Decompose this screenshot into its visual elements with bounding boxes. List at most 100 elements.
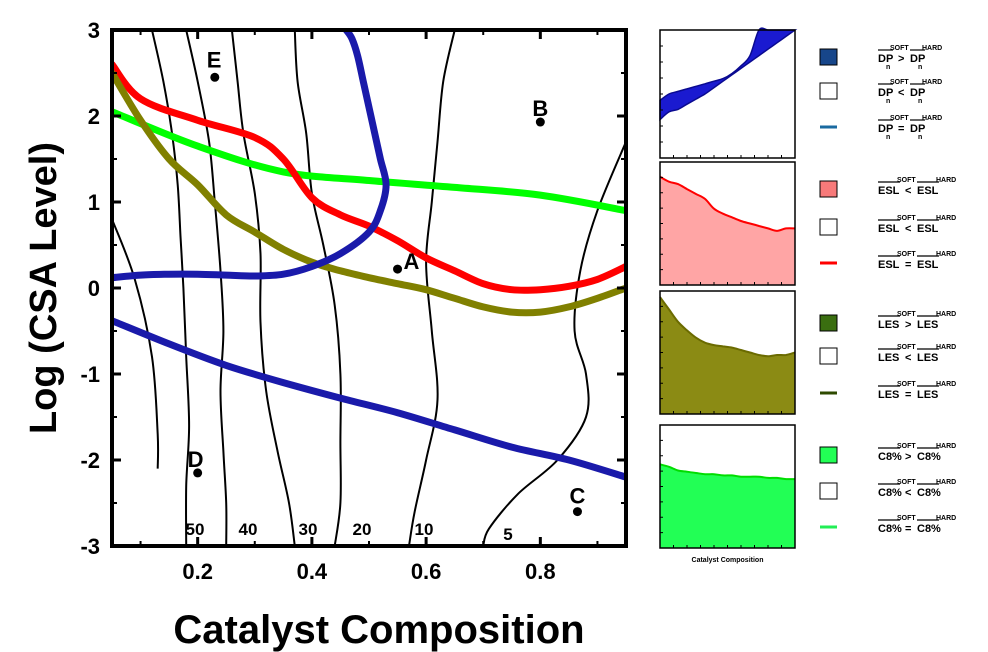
legend-swatch-7 bbox=[819, 347, 838, 365]
legend-operator: = bbox=[898, 123, 904, 135]
legend-swatch-9 bbox=[819, 446, 838, 464]
y-tick-label: -3 bbox=[80, 534, 100, 559]
legend-sub: n bbox=[886, 134, 890, 141]
contour-value-label: 30 bbox=[299, 520, 318, 539]
legend-swatch-4 bbox=[819, 218, 838, 236]
legend-operator: < bbox=[898, 87, 904, 99]
legend-operator: < bbox=[905, 352, 911, 364]
contour-line-10 bbox=[408, 30, 456, 546]
x-tick-label: 0.4 bbox=[297, 559, 328, 584]
point-label-D: D bbox=[188, 447, 204, 472]
legend-term: ESL bbox=[917, 223, 939, 235]
legend-sup: SOFT bbox=[890, 115, 909, 122]
legend-swatch-3 bbox=[819, 180, 838, 198]
legend-term: DP bbox=[878, 123, 893, 135]
main-plot: -3 -2 -1 0 1 2 3 0.2 0.4 0.6 0.8 Catalyst Compositi… bbox=[23, 18, 628, 652]
panel-region-C8 bbox=[660, 464, 795, 548]
series-line-2 bbox=[112, 69, 626, 317]
panel-boundary-C8 bbox=[659, 463, 796, 481]
y-tick-label: 1 bbox=[88, 190, 100, 215]
legend-sup: SOFT bbox=[897, 251, 916, 258]
panel-boundary-LES bbox=[659, 296, 796, 358]
y-tick-label: -1 bbox=[80, 362, 100, 387]
y-axis-title: Log (CSA Level) bbox=[23, 142, 65, 434]
contour-value-label: 20 bbox=[353, 520, 372, 539]
legend-operator: < bbox=[905, 487, 911, 499]
contour-value-label: 50 bbox=[186, 520, 205, 539]
legend-sup: HARD bbox=[936, 177, 956, 184]
legend-sup: SOFT bbox=[897, 177, 916, 184]
legend-sub: n bbox=[918, 98, 922, 105]
contour-line-edge bbox=[112, 218, 160, 469]
legend-term: DP bbox=[910, 53, 925, 65]
legend-sup: HARD bbox=[936, 251, 956, 258]
legend-sup: SOFT bbox=[897, 479, 916, 486]
point-label-C: C bbox=[569, 484, 585, 509]
legend-sup: SOFT bbox=[897, 311, 916, 318]
series-line-1 bbox=[112, 60, 626, 294]
legend-term: LES bbox=[917, 352, 938, 364]
legend-term: LES bbox=[878, 319, 899, 331]
contour-line-40 bbox=[185, 30, 228, 546]
legend-sup: SOFT bbox=[897, 515, 916, 522]
legend-sub: n bbox=[918, 134, 922, 141]
panel-region-LES bbox=[660, 297, 795, 414]
legend-term: C8% bbox=[917, 451, 941, 463]
point-marker-E bbox=[210, 72, 220, 82]
legend-operator: < bbox=[905, 185, 911, 197]
contour-value-label: 40 bbox=[239, 520, 258, 539]
legend-sup: SOFT bbox=[890, 79, 909, 86]
legend-sup: SOFT bbox=[897, 381, 916, 388]
plot-area bbox=[112, 30, 626, 546]
point-label-A: A bbox=[404, 249, 420, 274]
legend-term: LES bbox=[917, 389, 938, 401]
x-tick-label: 0.6 bbox=[411, 559, 442, 584]
legend-term: LES bbox=[878, 389, 899, 401]
contour-line-20 bbox=[293, 30, 342, 546]
point-marker-D bbox=[193, 468, 203, 478]
contour-value-label: 10 bbox=[415, 520, 434, 539]
legend-sup: SOFT bbox=[897, 215, 916, 222]
legend-term: ESL bbox=[878, 223, 900, 235]
series-line-3 bbox=[112, 30, 390, 282]
y-tick-label: 0 bbox=[88, 276, 100, 301]
legend-term: C8% bbox=[917, 487, 941, 499]
series-line-4 bbox=[112, 317, 626, 481]
panel-boundary-ESL bbox=[659, 175, 796, 232]
legend-term: DP bbox=[910, 87, 925, 99]
legend-swatch-1 bbox=[819, 82, 838, 100]
x-tick-label: 0.8 bbox=[525, 559, 556, 584]
y-tick-label: -2 bbox=[80, 448, 100, 473]
legend-sup: HARD bbox=[936, 215, 956, 222]
legend-sup: HARD bbox=[936, 479, 956, 486]
point-marker-C bbox=[572, 507, 582, 517]
legend-sup: SOFT bbox=[897, 344, 916, 351]
legend-sub: n bbox=[886, 64, 890, 71]
side-panels: Catalyst Composition bbox=[659, 27, 798, 564]
legend-term: DP bbox=[878, 53, 893, 65]
legend-sup: HARD bbox=[936, 515, 956, 522]
x-axis-title: Catalyst Composition bbox=[173, 608, 584, 652]
legend-term: ESL bbox=[917, 259, 939, 271]
legend-sup: HARD bbox=[936, 443, 956, 450]
legend-swatch-0 bbox=[819, 48, 838, 66]
legend-term: ESL bbox=[917, 185, 939, 197]
x-tick-label: 0.2 bbox=[182, 559, 213, 584]
legend-term: C8% bbox=[878, 451, 902, 463]
contour-value-label: 5 bbox=[503, 525, 512, 544]
legend-term: LES bbox=[917, 319, 938, 331]
contour-line-30 bbox=[230, 30, 296, 546]
legend-term: ESL bbox=[878, 259, 900, 271]
legend-term: ESL bbox=[878, 185, 900, 197]
legend-sup: HARD bbox=[922, 79, 942, 86]
contour-line-5 bbox=[482, 141, 626, 546]
legend-term: C8% bbox=[878, 523, 902, 535]
y-tick-label: 3 bbox=[88, 18, 100, 43]
legend-sup: HARD bbox=[936, 311, 956, 318]
point-label-E: E bbox=[207, 47, 222, 72]
legend-operator: = bbox=[905, 523, 911, 535]
y-tick-label: 2 bbox=[88, 104, 100, 129]
legend-sup: HARD bbox=[936, 381, 956, 388]
